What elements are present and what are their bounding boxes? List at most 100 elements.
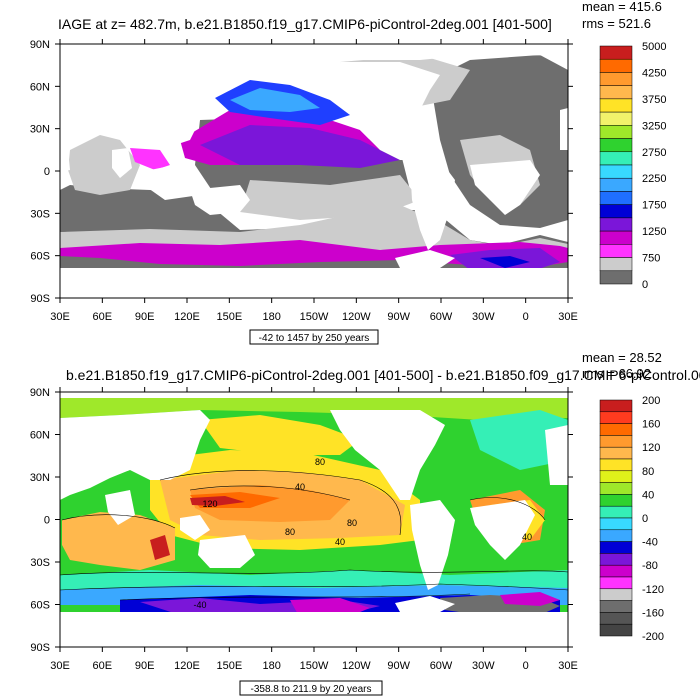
colorbar-swatch [599,517,633,531]
y-tick-label: 90S [30,642,50,654]
x-tick-label: 150E [216,311,242,323]
bot-cyan-natl [470,410,568,470]
colorbar-label: 0 [642,513,648,525]
bot-land [60,392,568,647]
colorbar-swatch [599,204,633,219]
x-tick-label: 150W [300,311,329,323]
panel-bottom-range-box: -358.8 to 211.9 by 20 years [239,680,383,696]
colorbar-swatch [599,588,633,601]
colorbar-label: 2750 [642,147,666,159]
x-tick-label: 120W [342,660,371,672]
top-blue-weddell [480,256,530,268]
top-purple-pacific [200,125,400,168]
contour-label: 80 [347,518,357,528]
top-lightgray-pacific [240,175,420,220]
colorbar-swatch [599,257,633,272]
x-tick-label: 0 [523,660,529,672]
y-tick-label: 60N [30,81,50,93]
panel-top-y-axis: 90N 60N 30N 0 30S 60S 90S [30,39,573,305]
x-tick-label: 30W [472,660,495,672]
colorbar-swatch [599,623,633,637]
bot-contours [60,470,568,601]
colorbar-label: 120 [642,442,660,454]
panel-top-field [60,44,568,298]
colorbar-swatch [599,446,633,460]
colorbar-swatch [599,600,633,613]
panel-bottom-title: b.e21.B1850.f19_g17.CMIP6-piControl-2deg… [66,367,700,383]
x-tick-label: 120E [174,660,200,672]
colorbar-swatch [599,399,633,413]
bot-darkred-pacific [190,496,245,506]
panel-top-colorbar: 5000 4250 3750 3250 2750 2250 1750 1250 750 0 [599,41,666,291]
panel-bottom: b.e21.B1850.f19_g17.CMIP6-piControl-2deg… [30,350,700,696]
colorbar-swatch [599,151,633,166]
colorbar-label: -80 [642,560,658,572]
colorbar-label: 4250 [642,67,666,79]
panel-bottom-y-axis: 90N 60N 30N 0 30S 60S 90S [30,387,573,654]
x-tick-label: 60W [430,311,453,323]
bot-red-indian [150,535,170,560]
y-tick-label: 0 [44,515,50,527]
colorbar-swatch [599,111,633,126]
colorbar-swatch [599,191,633,205]
panel-bottom-stat-mean: mean = 28.52 [582,350,662,365]
x-tick-label: 60W [430,660,453,672]
colorbar-swatch [599,58,633,73]
bot-orange-indian [62,512,175,570]
colorbar-swatch [599,217,633,232]
x-tick-label: 30W [472,311,495,323]
panel-top-x-axis: 30E 60E 90E 120E 150E 180 150W 120W 90W 60W 30W 0 30… [50,39,578,323]
panel-bottom-x-axis: 30E 60E 90E 120E 150E 180 150W 120W 90W 60W 30W 0 30… [50,387,578,672]
colorbar-swatch [599,85,633,100]
colorbar-label: -200 [642,631,664,643]
colorbar-swatch [599,230,633,245]
x-tick-label: 90E [135,660,155,672]
colorbar-swatch [599,45,633,60]
colorbar-swatch [599,244,633,258]
colorbar-swatch [599,98,633,113]
colorbar-swatch [599,505,633,519]
panel-top-title: IAGE at z= 482.7m, b.e21.B1850.f19_g17.C… [58,16,552,32]
panel-top-range-box: -42 to 1457 by 250 years [249,329,379,345]
panel-bottom-stat-rms: rms = 66.92 [582,366,651,381]
colorbar-label: -160 [642,607,664,619]
contour-label: 120 [202,499,217,509]
x-tick-label: 30E [50,311,70,323]
x-tick-label: 60E [93,660,113,672]
colorbar-label: 200 [642,395,660,407]
top-land [60,44,568,298]
contour-label: 40 [522,532,532,542]
x-tick-label: 120E [174,311,200,323]
colorbar-swatch [599,72,633,86]
y-tick-label: 30S [30,208,50,220]
colorbar-label: 40 [642,489,654,501]
panel-bottom-range-label: -358.8 to 211.9 by 20 years [250,684,371,695]
y-tick-label: 0 [44,166,50,178]
bot-lightgreen-arctic [60,395,568,420]
x-tick-label: 180 [262,311,280,323]
colorbar-label: 1750 [642,200,666,212]
y-tick-label: 30N [30,472,50,484]
panel-top-stat-rms: rms = 521.6 [582,16,651,31]
colorbar-swatch [599,470,633,483]
colorbar-swatch [599,576,633,590]
x-tick-label: 90E [135,311,155,323]
x-tick-label: 180 [262,660,280,672]
colorbar-swatch [599,612,633,625]
colorbar-label: 3750 [642,94,666,106]
bot-yellow-npac [200,415,360,455]
x-tick-label: 150E [216,660,242,672]
colorbar-swatch [599,164,633,179]
y-tick-label: 90S [30,293,50,305]
x-tick-label: 120W [342,311,371,323]
colorbar-swatch [599,177,633,192]
x-tick-label: 90W [387,311,410,323]
colorbar-swatch [599,125,633,139]
panel-top-stat-mean: mean = 415.6 [582,0,662,14]
contour-label: 40 [295,482,305,492]
colorbar-swatch [599,423,633,436]
colorbar-swatch [599,482,633,495]
contour-label: 40 [335,537,345,547]
colorbar-label: 80 [642,466,654,478]
